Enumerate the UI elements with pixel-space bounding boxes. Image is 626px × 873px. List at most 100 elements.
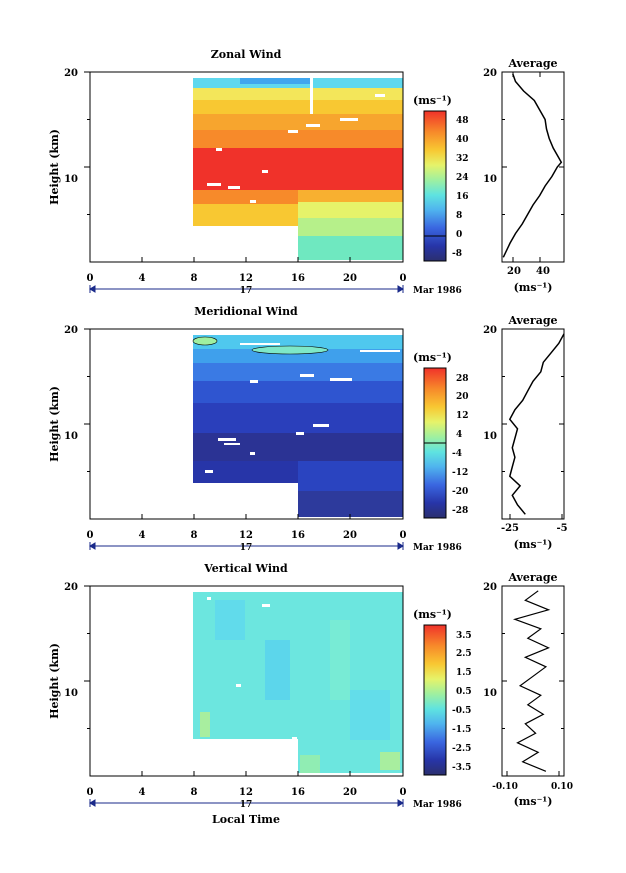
profile-plot: Average 20 10 20 40 (ms⁻¹) (483, 57, 565, 294)
colorbar-tick: 48 (456, 116, 469, 126)
heatmap-field (192, 335, 403, 517)
x-tick-label: 4 (139, 787, 146, 798)
colorbar-tick: 12 (456, 411, 469, 421)
date-label: Mar 1986 (413, 800, 462, 810)
colorbar-tick: -8 (452, 249, 462, 259)
x-tick-label: 12 (239, 787, 253, 798)
colorbar-tick: 2.5 (456, 649, 472, 659)
colorbar: (ms⁻¹) 28 20 12 4 -4 -12 -20 -28 (413, 351, 469, 519)
heatmap-field (193, 74, 403, 260)
profile-y-tick: 10 (483, 431, 497, 442)
x-ticks (89, 514, 404, 519)
x-tick-label: 8 (191, 787, 198, 798)
colorbar-tick: 32 (456, 154, 469, 164)
x-tick-label: 16 (291, 787, 305, 798)
colorbar-tick: 0 (456, 230, 462, 240)
panel-zonal: Zonal Wind Height (km) (48, 48, 565, 296)
profile-x-tick: -5 (556, 523, 567, 534)
profile-plot: Average 20 10 -25 -5 (ms⁻¹) (483, 314, 568, 551)
panel-title: Meridional Wind (194, 305, 298, 318)
x-ticks (89, 257, 404, 262)
y-tick-label: 20 (64, 325, 78, 336)
profile-line (502, 73, 563, 258)
x-tick-label: 20 (343, 273, 357, 284)
colorbar: (ms⁻¹) 48 40 32 24 16 8 0 -8 (413, 94, 469, 262)
day-axis (89, 542, 404, 550)
colorbar-tick: 24 (456, 173, 469, 183)
profile-title: Average (507, 57, 557, 70)
colorbar-tick: 1.5 (456, 668, 472, 678)
x-tick-label: 0 (87, 787, 94, 798)
y-ticks (84, 71, 90, 215)
colorbar-unit: (ms⁻¹) (413, 94, 452, 107)
date-label: Mar 1986 (413, 543, 462, 553)
x-axis-label: Local Time (212, 813, 280, 826)
y-axis-label: Height (km) (48, 643, 61, 719)
y-tick-label: 10 (64, 174, 78, 185)
x-tick-label: 16 (291, 530, 305, 541)
profile-x-tick: -0.10 (492, 782, 518, 792)
x-tick-label: 16 (291, 273, 305, 284)
y-tick-label: 10 (64, 431, 78, 442)
profile-frame (501, 328, 565, 520)
x-tick-label: 20 (343, 787, 357, 798)
x-tick-label: 20 (343, 530, 357, 541)
colorbar-tick: 28 (456, 374, 469, 384)
day-axis (89, 285, 404, 293)
day-label: 17 (240, 543, 253, 553)
colorbar-tick: 40 (456, 135, 469, 145)
profile-title: Average (507, 571, 557, 584)
y-tick-label: 10 (64, 688, 78, 699)
colorbar-tick: 8 (456, 211, 462, 221)
day-label: 17 (240, 800, 253, 810)
profile-title: Average (507, 314, 557, 327)
x-tick-label: 12 (239, 273, 253, 284)
colorbar: (ms⁻¹) 3.5 2.5 1.5 0.5 -0.5 -1.5 -2.5 -3… (413, 608, 472, 776)
y-tick-label: 20 (64, 582, 78, 593)
day-label: 17 (240, 286, 253, 296)
profile-y-tick: 20 (483, 582, 497, 593)
colorbar-tick: -1.5 (452, 725, 471, 735)
x-tick-label: 4 (139, 273, 146, 284)
date-label: Mar 1986 (413, 286, 462, 296)
y-ticks (84, 585, 90, 729)
colorbar-tick: 3.5 (456, 631, 472, 641)
x-tick-label: 12 (239, 530, 253, 541)
x-tick-label: 0 (400, 787, 407, 798)
profile-y-tick: 10 (483, 174, 497, 185)
profile-line (512, 590, 551, 772)
profile-x-tick: 0.10 (551, 782, 573, 792)
profile-x-tick: 40 (536, 266, 550, 277)
panel-title: Vertical Wind (203, 562, 288, 575)
x-ticks (89, 771, 404, 776)
colorbar-tick: 16 (456, 192, 469, 202)
colorbar-tick: 4 (456, 430, 462, 440)
colorbar-tick: -3.5 (452, 763, 471, 773)
profile-x-label: (ms⁻¹) (514, 281, 553, 294)
x-tick-label: 4 (139, 530, 146, 541)
x-tick-label: 0 (87, 530, 94, 541)
profile-x-label: (ms⁻¹) (514, 538, 553, 551)
colorbar-tick: -2.5 (452, 744, 471, 754)
colorbar-tick: -28 (452, 506, 468, 516)
x-tick-label: 0 (400, 530, 407, 541)
profile-x-label: (ms⁻¹) (514, 795, 553, 808)
y-tick-label: 20 (64, 68, 78, 79)
y-ticks (84, 328, 90, 472)
x-tick-label: 8 (191, 530, 198, 541)
x-tick-label: 0 (400, 273, 407, 284)
x-tick-label: 0 (87, 273, 94, 284)
panel-title: Zonal Wind (211, 48, 282, 61)
profile-y-tick: 10 (483, 688, 497, 699)
y-axis-label: Height (km) (48, 129, 61, 205)
colorbar-tick: -20 (452, 487, 468, 497)
profile-line (508, 333, 565, 515)
day-axis (89, 799, 404, 807)
colorbar-tick: -4 (452, 449, 462, 459)
profile-x-tick: 20 (507, 266, 521, 277)
profile-plot: Average 20 10 -0.10 0.10 (ms⁻¹) (483, 571, 573, 808)
profile-x-tick: -25 (501, 523, 519, 534)
colorbar-tick: 20 (456, 392, 469, 402)
colorbar-tick: -0.5 (452, 706, 471, 716)
